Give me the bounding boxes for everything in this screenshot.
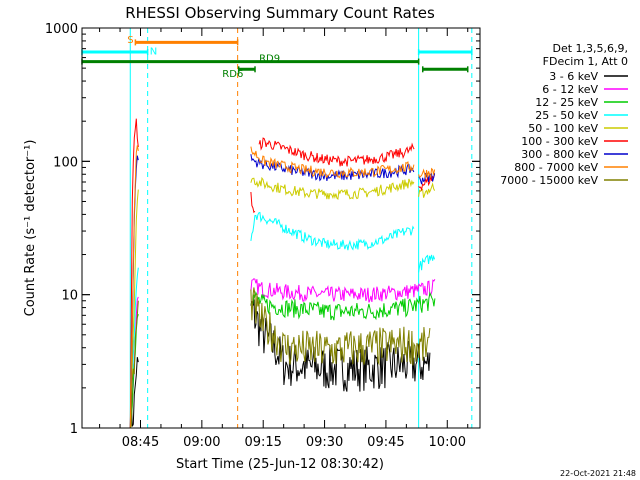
series-line xyxy=(250,146,415,179)
legend-label: 800 - 7000 keV xyxy=(514,161,598,174)
legend-label: 7000 - 15000 keV xyxy=(500,174,598,187)
series-line xyxy=(129,189,139,429)
legend-header-line-2: FDecim 1, Att 0 xyxy=(543,55,628,68)
x-tick-label: 10:00 xyxy=(429,435,466,450)
series-line xyxy=(250,290,436,321)
legend-label: 12 - 25 keV xyxy=(535,96,598,109)
state-bar-label: RD6 xyxy=(222,69,243,80)
chart-title: RHESSI Observing Summary Count Rates xyxy=(125,4,435,22)
x-tick-label: 09:00 xyxy=(183,435,220,450)
series-line xyxy=(250,278,436,303)
series-line xyxy=(129,118,139,429)
state-bar-label: N xyxy=(150,46,157,57)
series-line xyxy=(418,172,436,185)
legend-label: 50 - 100 keV xyxy=(528,122,598,135)
state-bar-label: S xyxy=(127,35,133,46)
series-line xyxy=(250,211,415,251)
y-tick-label: 10 xyxy=(61,289,78,304)
y-tick-label: 1000 xyxy=(45,22,78,37)
series-line xyxy=(250,154,415,182)
legend-label: 100 - 300 keV xyxy=(521,135,598,148)
plot-frame xyxy=(81,27,481,429)
x-tick-label: 09:45 xyxy=(367,435,404,450)
series-line xyxy=(250,287,431,366)
series-line xyxy=(418,167,436,179)
y-tick-label: 1 xyxy=(70,422,78,437)
x-tick-label: 08:45 xyxy=(122,435,159,450)
legend-label: 6 - 12 keV xyxy=(542,83,598,96)
plot-area: 1 10 100 1000 08:45 09:00 09:15 09:30 09:45 10:00… xyxy=(45,22,481,450)
series-line xyxy=(250,191,256,214)
legend-label: 3 - 6 keV xyxy=(549,70,598,83)
series-line xyxy=(129,300,139,429)
legend-label: 25 - 50 keV xyxy=(535,109,598,122)
legend-label: 300 - 800 keV xyxy=(521,148,598,161)
series-line xyxy=(258,137,415,167)
series-line xyxy=(418,254,436,273)
plot-timestamp: 22-Oct-2021 21:48 xyxy=(560,469,636,478)
x-tick-label: 09:15 xyxy=(244,435,281,450)
legend-header-line-1: Det 1,3,5,6,9, xyxy=(552,42,628,55)
series-line xyxy=(129,145,139,429)
state-bar-label: RD9 xyxy=(259,54,280,65)
y-axis-label: Count Rate (s⁻¹ detector⁻¹) xyxy=(23,140,38,317)
y-tick-label: 100 xyxy=(53,155,78,170)
x-tick-label: 09:30 xyxy=(306,435,343,450)
series-line xyxy=(250,176,415,201)
series-line xyxy=(418,182,436,198)
x-axis-label: Start Time (25-Jun-12 08:30:42) xyxy=(176,457,384,472)
